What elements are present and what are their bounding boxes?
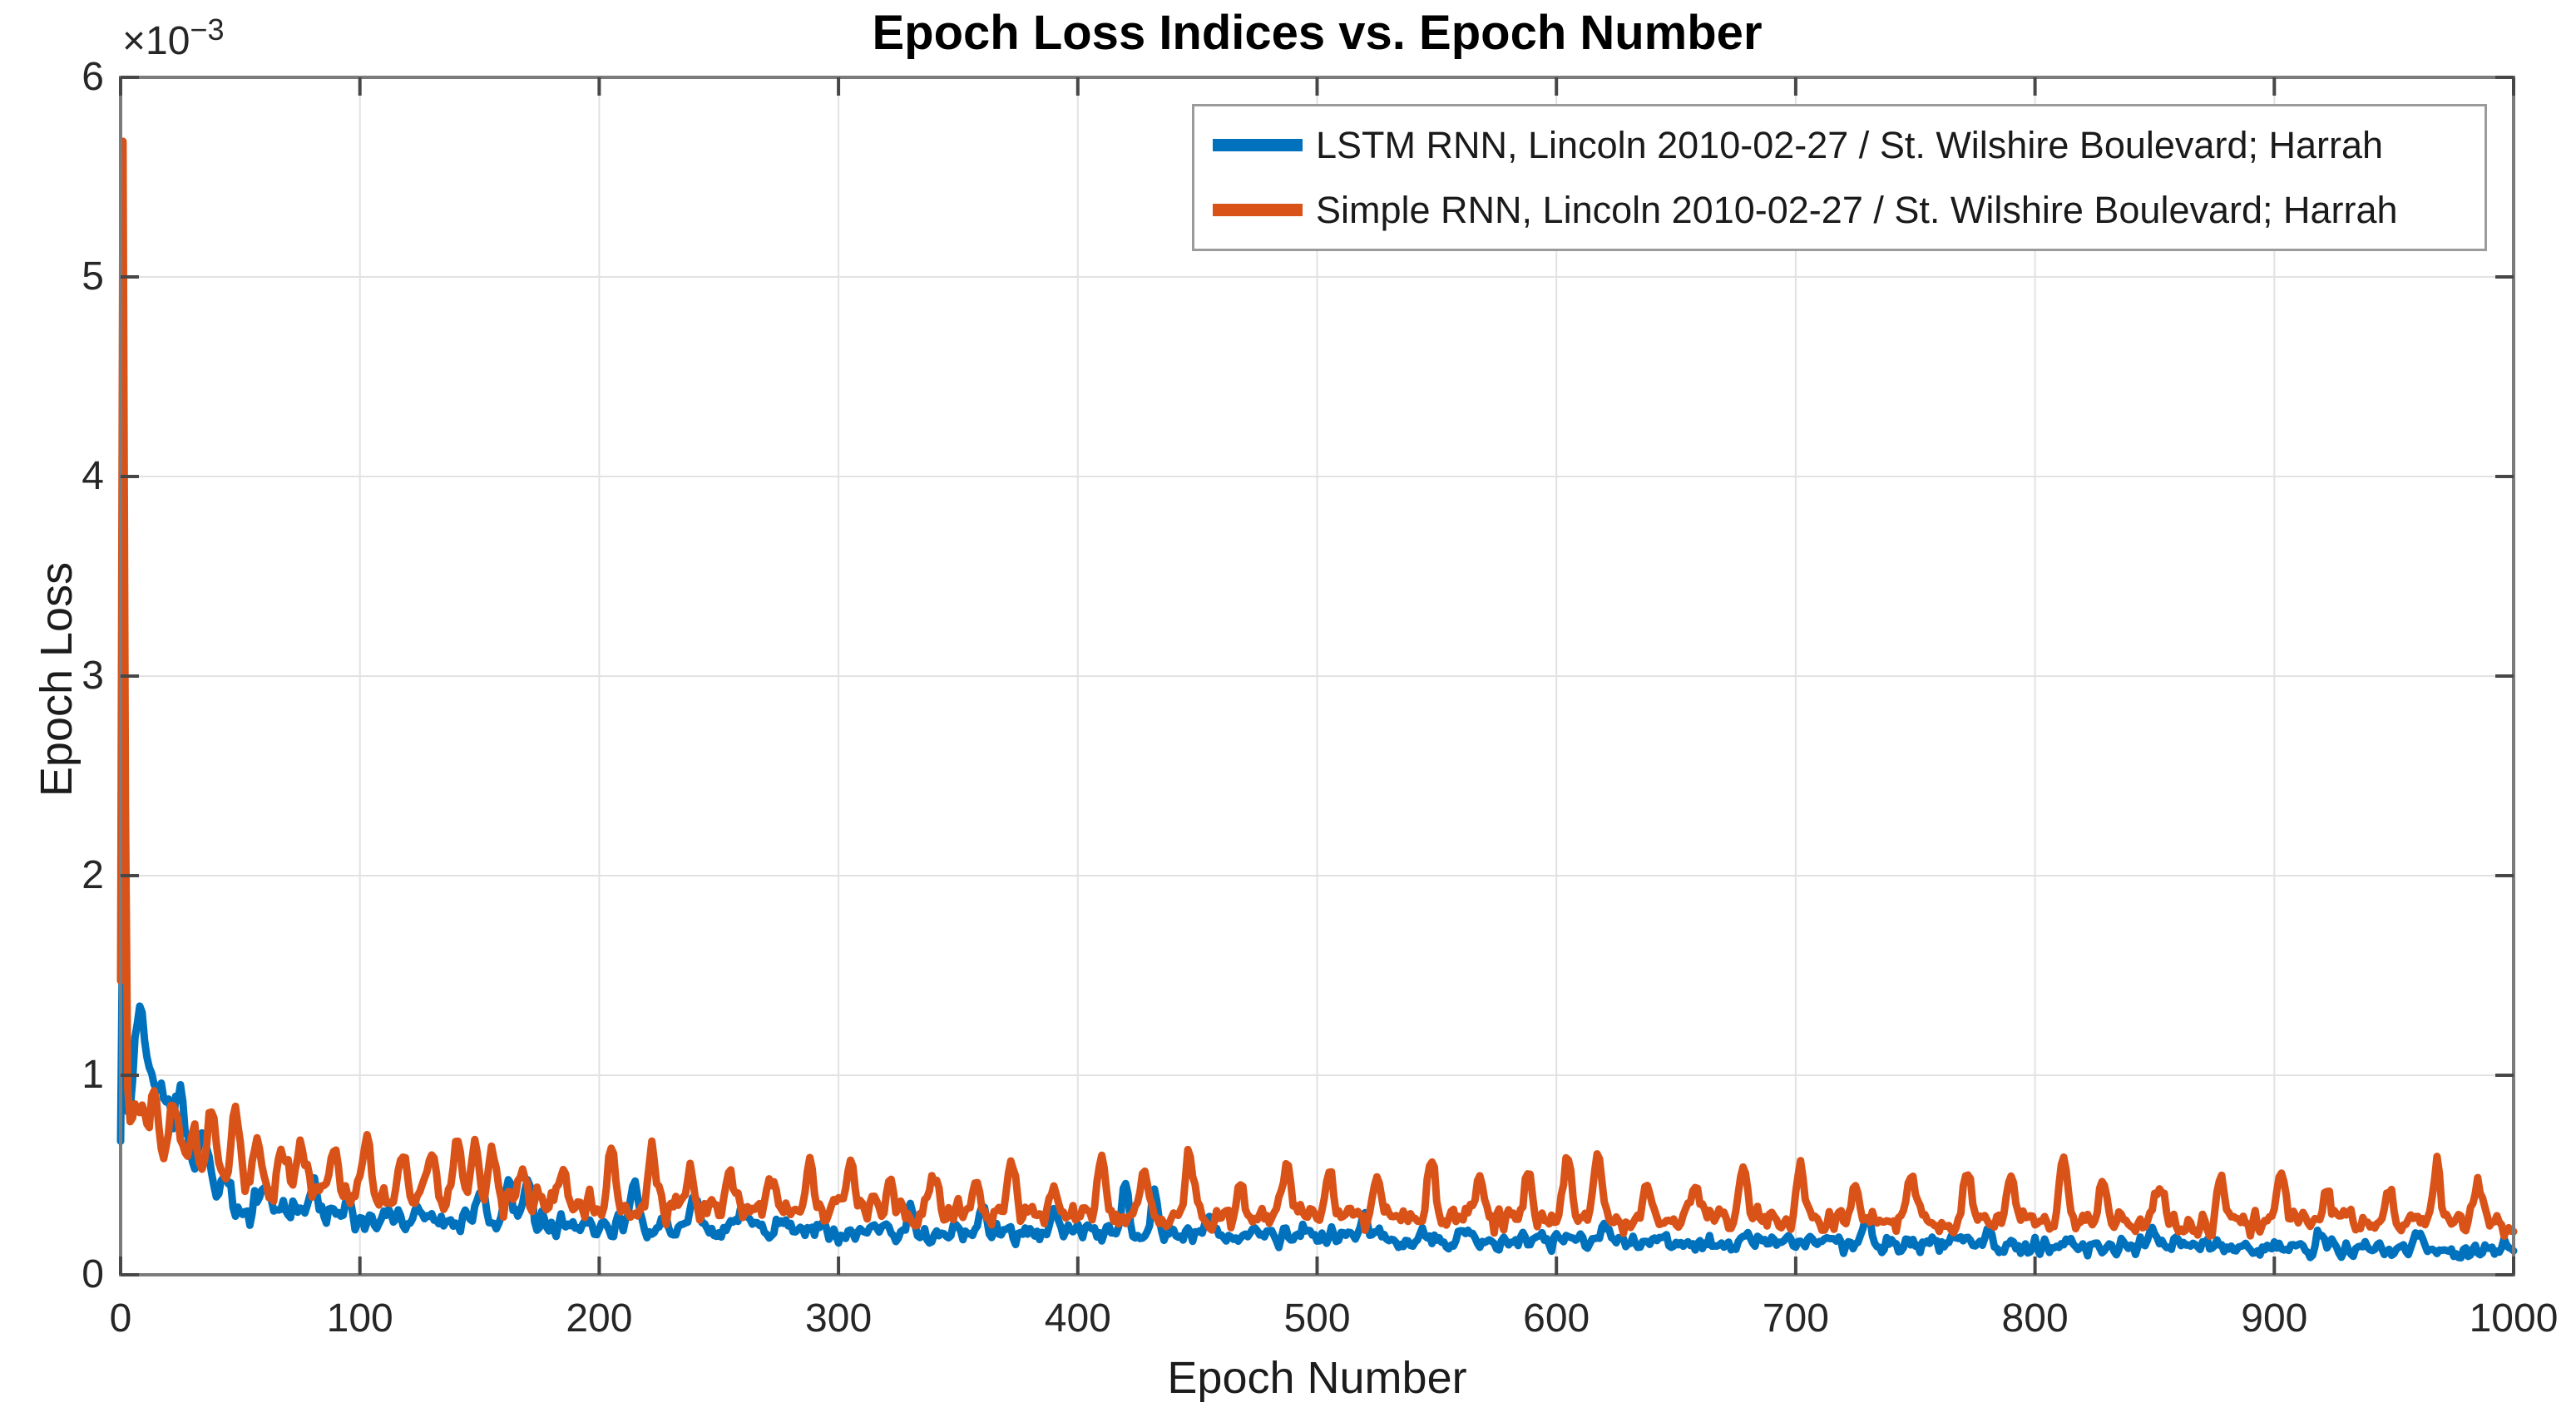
x-tick-label-800: 800	[2001, 1296, 2069, 1341]
x-tick-label-200: 200	[566, 1296, 633, 1341]
data-curves	[116, 137, 2518, 1262]
y-axis-multiplier-exponent: −3	[190, 12, 225, 47]
legend-swatch-simple-line	[1213, 204, 1303, 216]
x-tick-label-300: 300	[805, 1296, 873, 1341]
y-tick-label-4: 4	[82, 454, 104, 498]
x-tick-label-500: 500	[1283, 1296, 1351, 1341]
legend-swatch-lstm-line	[1213, 139, 1303, 151]
legend-label-simple: Simple RNN, Lincoln 2010-02-27 / St. Wil…	[1316, 188, 2398, 231]
y-axis-label: Epoch Loss	[32, 561, 82, 797]
y-axis-multiplier-base: ×10	[122, 19, 190, 63]
legend-box: LSTM RNN, Lincoln 2010-02-27 / St. Wilsh…	[1192, 104, 2487, 251]
chart-title: Epoch Loss Indices vs. Epoch Number	[872, 6, 1763, 60]
x-tick-label-100: 100	[326, 1296, 393, 1341]
x-tick-label-600: 600	[1523, 1296, 1590, 1341]
y-tick-label-5: 5	[82, 254, 104, 299]
x-tick-label-700: 700	[1762, 1296, 1829, 1341]
y-tick-label-2: 2	[82, 853, 104, 897]
y-tick-label-1: 1	[82, 1053, 104, 1097]
y-axis-multiplier: ×10−3	[122, 15, 224, 64]
x-tick-label-0: 0	[109, 1296, 132, 1341]
y-tick-label-3: 3	[82, 654, 104, 698]
y-tick-label-6: 6	[82, 55, 104, 99]
x-tick-label-900: 900	[2241, 1296, 2308, 1341]
legend-entry-lstm: LSTM RNN, Lincoln 2010-02-27 / St. Wilsh…	[1213, 124, 2485, 167]
x-tick-label-1000: 1000	[2469, 1296, 2559, 1341]
legend-entry-simple: Simple RNN, Lincoln 2010-02-27 / St. Wil…	[1213, 189, 2485, 232]
tick-marks	[119, 76, 2515, 1276]
grid-lines	[121, 77, 2514, 1275]
x-tick-label-400: 400	[1044, 1296, 1111, 1341]
y-tick-label-0: 0	[82, 1252, 104, 1296]
x-axis-label: Epoch Number	[1167, 1353, 1467, 1403]
legend-label-lstm: LSTM RNN, Lincoln 2010-02-27 / St. Wilsh…	[1316, 123, 2384, 166]
